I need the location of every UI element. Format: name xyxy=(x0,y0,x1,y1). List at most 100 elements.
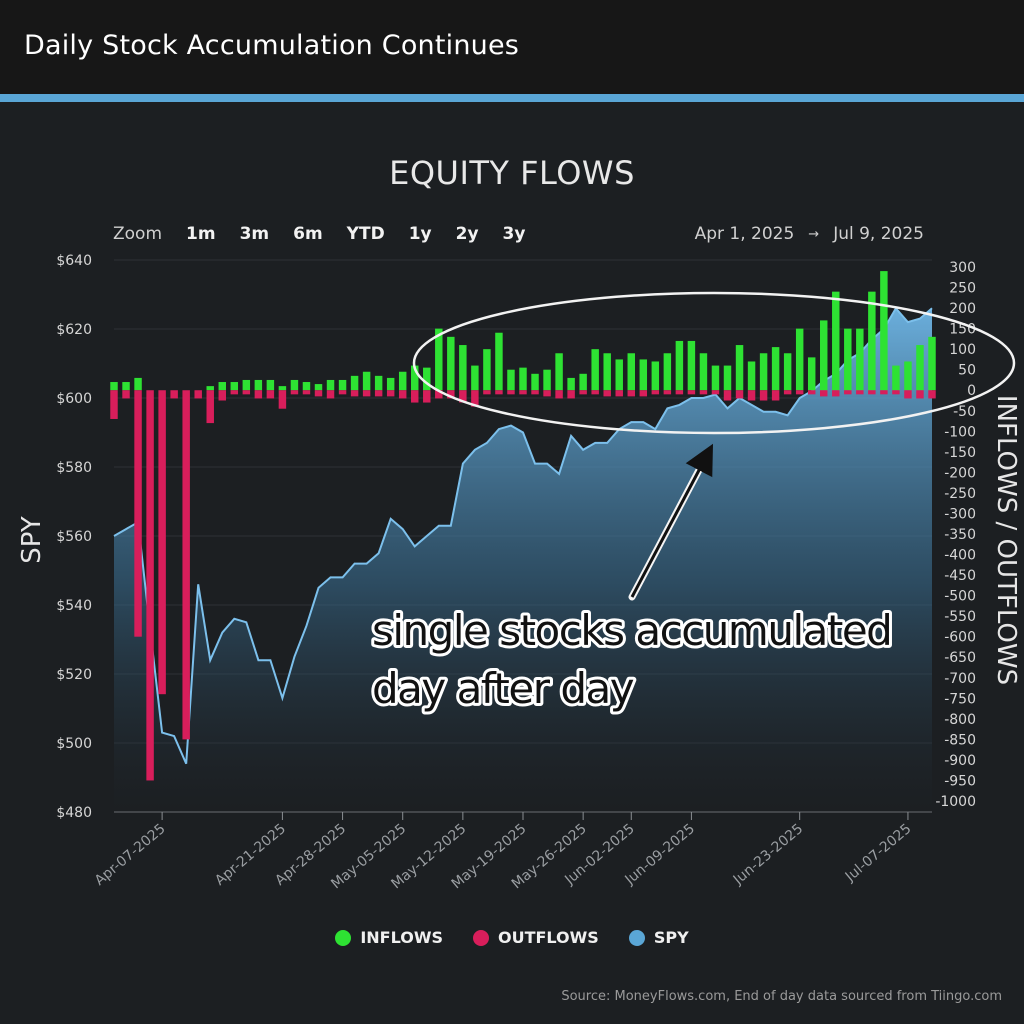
outflow-bar xyxy=(495,390,503,395)
inflow-bar xyxy=(447,336,455,391)
outflow-bar xyxy=(555,390,563,399)
zoom-3y-button[interactable]: 3y xyxy=(502,224,526,244)
inflow-bar xyxy=(326,379,335,391)
inflow-bar xyxy=(795,328,804,391)
right-tick-label: -650 xyxy=(944,650,976,666)
inflow-bar xyxy=(471,365,479,391)
outflow-bar xyxy=(807,390,816,395)
legend-item-outflows[interactable]: OUTFLOWS xyxy=(472,928,599,947)
right-tick-label: -450 xyxy=(944,568,976,584)
outflow-bar xyxy=(158,390,166,695)
inflow-bar xyxy=(435,328,443,391)
inflow-bar xyxy=(374,375,383,391)
outflow-bar xyxy=(699,390,708,395)
legend-dot-spy xyxy=(628,929,645,946)
inflow-bar xyxy=(868,291,876,391)
chart-legend: INFLOWS OUTFLOWS SPY xyxy=(0,928,1024,947)
outflow-bar xyxy=(254,390,263,399)
outflow-bar xyxy=(314,390,323,397)
legend-dot-outflows xyxy=(472,929,489,946)
outflow-bar xyxy=(567,390,575,399)
inflow-bar xyxy=(350,375,359,391)
inflow-bar xyxy=(747,361,756,391)
outflow-bar xyxy=(820,390,828,397)
outflow-bar xyxy=(459,390,467,403)
outflow-bar xyxy=(326,390,335,399)
inflow-bar xyxy=(735,345,744,391)
left-tick-label: $480 xyxy=(56,805,92,821)
outflow-bar xyxy=(362,390,371,397)
inflow-bar xyxy=(711,365,720,391)
left-tick-label: $640 xyxy=(56,253,92,269)
outflow-bar xyxy=(868,390,876,395)
inflow-bar xyxy=(110,382,118,391)
legend-item-inflows[interactable]: INFLOWS xyxy=(335,928,443,947)
inflow-bar xyxy=(639,359,648,391)
outflow-bar xyxy=(543,390,551,397)
right-tick-label: 250 xyxy=(949,281,976,297)
inflow-bar xyxy=(206,386,214,391)
x-tick-label: Jun-23-2025 xyxy=(730,821,806,889)
inflow-bar xyxy=(579,373,587,391)
right-tick-label: -800 xyxy=(944,712,976,728)
left-axis-label: SPY xyxy=(17,516,47,564)
outflow-bar xyxy=(411,390,419,403)
header-accent-bar xyxy=(0,94,1024,102)
inflow-bar xyxy=(531,373,539,391)
right-tick-label: -950 xyxy=(944,773,976,789)
highlight-ellipse xyxy=(412,291,1016,435)
legend-label-inflows: INFLOWS xyxy=(360,928,443,947)
outflow-bar xyxy=(519,390,527,395)
right-tick-label: -50 xyxy=(953,404,976,420)
inflow-bar xyxy=(807,357,816,391)
outflow-bar xyxy=(447,390,455,399)
outflow-bar xyxy=(663,390,672,395)
left-tick-label: $620 xyxy=(56,322,92,338)
outflow-bar xyxy=(832,390,840,397)
inflow-bar xyxy=(783,353,792,391)
right-tick-label: -300 xyxy=(944,506,976,522)
outflow-bar xyxy=(290,390,299,395)
left-tick-label: $600 xyxy=(56,391,92,407)
spy-line xyxy=(113,306,933,765)
inflow-bar xyxy=(302,382,311,391)
inflow-bar xyxy=(242,379,251,391)
inflow-bar xyxy=(423,367,431,391)
right-tick-label: -350 xyxy=(944,527,976,543)
outflow-bar xyxy=(579,390,587,395)
outflow-bar xyxy=(687,390,696,395)
range-start-input[interactable]: Apr 1, 2025 xyxy=(694,224,795,244)
inflow-bar xyxy=(687,340,696,391)
inflow-bar xyxy=(386,377,395,391)
inflow-bar xyxy=(567,377,575,391)
x-axis-ticks: Apr-07-2025 Apr-21-2025Apr-28-2025May-05-… xyxy=(92,811,932,892)
outflow-bar xyxy=(471,390,479,407)
right-tick-label: -100 xyxy=(944,424,976,440)
zoom-ytd-button[interactable]: YTD xyxy=(346,224,385,244)
right-tick-label: -500 xyxy=(944,589,976,605)
legend-label-outflows: OUTFLOWS xyxy=(497,928,599,947)
zoom-1y-button[interactable]: 1y xyxy=(408,224,432,244)
inflow-bar xyxy=(254,379,263,391)
inflow-bar xyxy=(916,345,924,391)
outflow-bar xyxy=(242,390,251,395)
right-tick-label: 0 xyxy=(967,383,976,399)
outflow-bar xyxy=(350,390,359,397)
zoom-6m-button[interactable]: 6m xyxy=(293,224,323,244)
zoom-1m-button[interactable]: 1m xyxy=(186,224,216,244)
outflow-bar xyxy=(122,390,130,399)
inflow-bar xyxy=(892,365,900,391)
spy-series xyxy=(113,306,933,812)
inflow-bar xyxy=(230,382,239,391)
legend-item-spy[interactable]: SPY xyxy=(628,928,689,947)
outflow-bar xyxy=(627,390,635,397)
zoom-3m-button[interactable]: 3m xyxy=(239,224,270,244)
range-end-input[interactable]: Jul 9, 2025 xyxy=(833,224,924,244)
outflow-bar xyxy=(266,390,275,399)
outflow-bar xyxy=(675,390,684,395)
inflow-bar xyxy=(880,271,888,391)
right-tick-label: -600 xyxy=(944,630,976,646)
right-tick-label: -900 xyxy=(944,753,976,769)
outflow-bar xyxy=(170,390,178,399)
zoom-2y-button[interactable]: 2y xyxy=(455,224,479,244)
